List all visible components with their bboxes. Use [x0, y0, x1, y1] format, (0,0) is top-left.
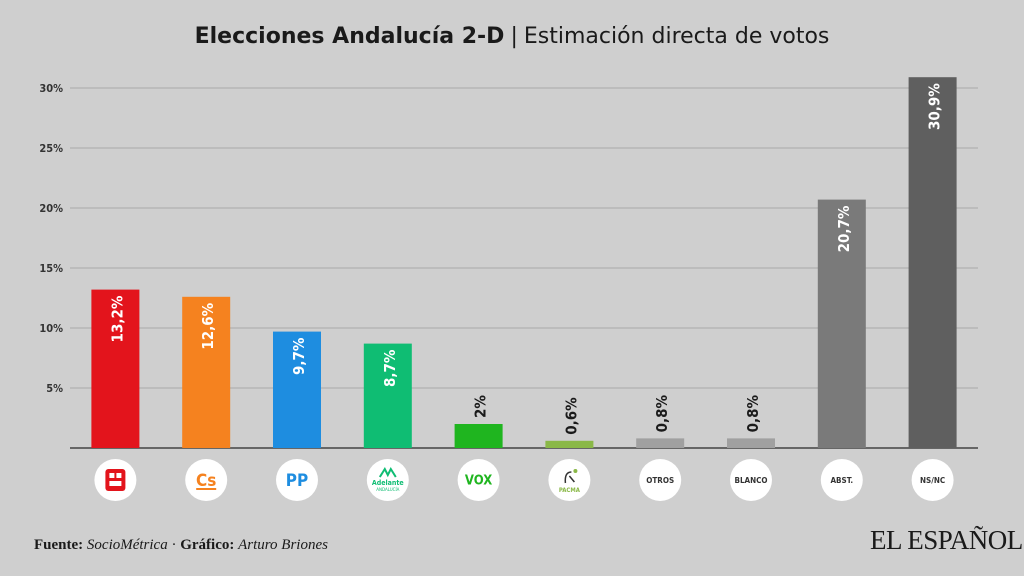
party-logo-circle [639, 459, 682, 501]
party-logo-text: OTROS [646, 476, 674, 485]
y-tick-label: 15% [39, 262, 63, 275]
bar [273, 331, 321, 448]
pacma-leaf-icon [573, 469, 578, 473]
party-logo-circle [548, 459, 591, 501]
party-logo-circle [730, 459, 772, 501]
bar [363, 343, 412, 448]
bar-value-label: 8,7% [381, 349, 399, 387]
bar-value-label: 0,8% [744, 394, 762, 432]
adelante-icon [378, 466, 397, 478]
party-logo-text: Cs [196, 471, 216, 491]
title-main: Elecciones Andalucía 2-D [194, 24, 505, 49]
party-logo-text: BLANCO [734, 476, 767, 485]
source-credit: Fuente: SocioMétrica · Gráfico: Arturo B… [34, 537, 328, 554]
source-label: Fuente: [34, 537, 84, 553]
bar-value-label: 0,8% [653, 394, 671, 432]
bar [908, 77, 957, 448]
chart-title: Elecciones Andalucía 2-D | Estimación dire… [0, 24, 1024, 49]
party-logo-text: Adelante [372, 479, 404, 487]
bar [636, 438, 685, 448]
bar [817, 199, 866, 448]
bar [454, 424, 503, 448]
rose-fist-icon-detail [109, 481, 122, 486]
bar-value-label: 13,2% [108, 295, 126, 342]
graphic-author: Arturo Briones [238, 537, 328, 553]
footer-dot: · [171, 537, 177, 553]
y-tick-label: 5% [46, 382, 63, 395]
party-logo-text: VOX [465, 474, 492, 489]
y-tick-label: 20% [39, 202, 63, 215]
party-logo-subtext: ANDALUCÍA [376, 487, 399, 492]
party-logo-text: PACMA [559, 487, 581, 494]
party-logo-text: PP [286, 471, 308, 491]
bar-value-label: 12,6% [199, 302, 217, 349]
party-logo-circle [366, 459, 409, 501]
rose-fist-icon-detail [109, 473, 115, 478]
graphic-label: Gráfico: [180, 537, 235, 553]
bar [91, 289, 140, 448]
bar [727, 438, 775, 448]
party-logo-circle [820, 459, 863, 501]
party-logo-circle [911, 459, 954, 501]
bar-value-label: 2% [472, 395, 490, 418]
party-logo-text: NS/NC [920, 476, 945, 485]
title-separator: | [510, 24, 518, 49]
party-logo-circle [457, 459, 500, 501]
brand-logo: EL ESPAÑOL [870, 525, 1023, 555]
party-logo-circle [185, 459, 228, 501]
y-tick-label: 25% [39, 142, 63, 155]
title-sub: Estimación directa de votos [523, 24, 830, 49]
bar [182, 296, 231, 448]
bar-value-label: 9,7% [290, 337, 308, 375]
bar [545, 440, 594, 448]
bar-value-label: 0,6% [562, 397, 580, 435]
bar-value-label: 30,9% [926, 83, 944, 130]
bar-value-label: 20,7% [835, 205, 853, 252]
rose-fist-icon [105, 469, 126, 491]
y-tick-label: 30% [39, 82, 63, 95]
party-logo-circle [276, 459, 318, 501]
party-logo-text: ABST. [830, 476, 853, 485]
y-tick-label: 10% [39, 322, 63, 335]
pacma-animal-icon [564, 471, 575, 484]
rose-fist-icon-detail [116, 473, 122, 478]
source-name: SocioMétrica [86, 537, 168, 553]
